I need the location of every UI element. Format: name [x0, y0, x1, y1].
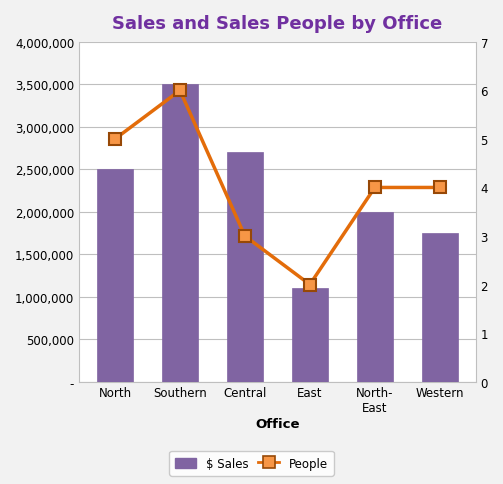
People — [112, 137, 118, 143]
People — [372, 185, 378, 191]
Bar — [97, 170, 133, 382]
Bar — [292, 288, 328, 382]
People — [307, 282, 313, 288]
Bar — [227, 153, 263, 382]
Bar — [422, 233, 458, 382]
Bar — [162, 85, 198, 382]
People — [242, 234, 248, 240]
Title: Sales and Sales People by Office: Sales and Sales People by Office — [112, 15, 443, 33]
Line: People: People — [109, 85, 446, 291]
Legend: $ Sales, People: $ Sales, People — [170, 451, 333, 476]
People — [177, 88, 183, 94]
People — [437, 185, 443, 191]
X-axis label: Office: Office — [255, 417, 300, 430]
Bar — [357, 212, 393, 382]
